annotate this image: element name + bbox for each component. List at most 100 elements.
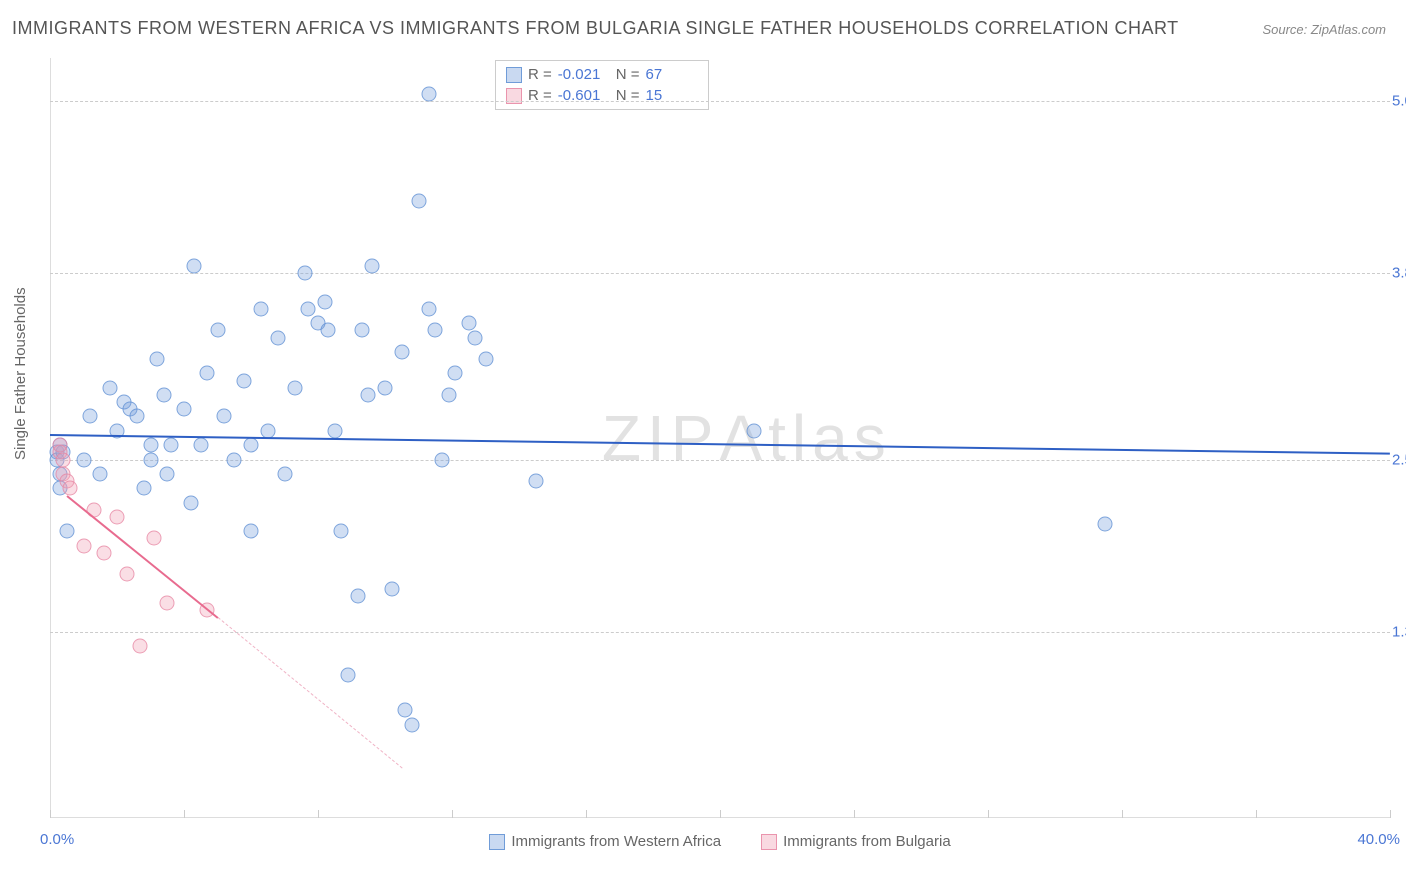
- data-point-blue: [200, 366, 215, 381]
- swatch-pink-icon: [761, 834, 777, 850]
- data-point-blue: [136, 481, 151, 496]
- data-point-blue: [448, 366, 463, 381]
- data-point-blue: [130, 409, 145, 424]
- data-point-blue: [244, 438, 259, 453]
- x-tick-mark: [1390, 810, 1391, 818]
- x-tick-mark: [50, 810, 51, 818]
- data-point-blue: [434, 452, 449, 467]
- data-point-blue: [321, 323, 336, 338]
- watermark: ZIPAtlas: [602, 401, 892, 475]
- data-point-blue: [361, 387, 376, 402]
- x-tick-mark: [854, 810, 855, 818]
- gridline-h: [50, 632, 1390, 633]
- x-tick-mark: [720, 810, 721, 818]
- gridline-h: [50, 101, 1390, 102]
- data-point-pink: [56, 452, 71, 467]
- data-point-blue: [421, 86, 436, 101]
- data-point-blue: [143, 438, 158, 453]
- data-point-blue: [528, 474, 543, 489]
- gridline-h: [50, 460, 1390, 461]
- y-axis-label: Single Father Households: [12, 287, 29, 460]
- data-point-blue: [341, 667, 356, 682]
- x-tick-mark: [586, 810, 587, 818]
- data-point-blue: [143, 452, 158, 467]
- legend-label-pink: Immigrants from Bulgaria: [783, 833, 951, 850]
- data-point-pink: [110, 509, 125, 524]
- chart-title: IMMIGRANTS FROM WESTERN AFRICA VS IMMIGR…: [12, 18, 1179, 39]
- data-point-pink: [133, 638, 148, 653]
- data-point-blue: [354, 323, 369, 338]
- data-point-blue: [461, 316, 476, 331]
- data-point-blue: [378, 380, 393, 395]
- data-point-blue: [76, 452, 91, 467]
- legend-series: Immigrants from Western Africa Immigrant…: [50, 833, 1390, 850]
- data-point-blue: [287, 380, 302, 395]
- data-point-blue: [297, 266, 312, 281]
- n-label: N =: [616, 66, 640, 83]
- data-point-blue: [59, 524, 74, 539]
- data-point-blue: [351, 588, 366, 603]
- data-point-blue: [103, 380, 118, 395]
- data-point-blue: [1098, 517, 1113, 532]
- data-point-blue: [156, 387, 171, 402]
- data-point-blue: [411, 194, 426, 209]
- swatch-blue-icon: [489, 834, 505, 850]
- x-tick-mark: [988, 810, 989, 818]
- data-point-blue: [334, 524, 349, 539]
- legend-correlation-box: R = -0.021 N = 67 R = -0.601 N = 15: [495, 60, 709, 110]
- data-point-blue: [327, 423, 342, 438]
- n-value-blue: 67: [646, 66, 698, 83]
- y-tick-label: 5.0%: [1392, 93, 1406, 110]
- legend-row-blue: R = -0.021 N = 67: [506, 64, 698, 85]
- y-tick-label: 2.5%: [1392, 451, 1406, 468]
- data-point-blue: [237, 373, 252, 388]
- data-point-blue: [244, 524, 259, 539]
- data-point-blue: [364, 258, 379, 273]
- data-point-blue: [394, 344, 409, 359]
- swatch-blue-icon: [506, 67, 522, 83]
- data-point-blue: [441, 387, 456, 402]
- data-point-pink: [76, 538, 91, 553]
- data-point-pink: [146, 531, 161, 546]
- data-point-blue: [428, 323, 443, 338]
- x-tick-mark: [318, 810, 319, 818]
- data-point-blue: [227, 452, 242, 467]
- data-point-pink: [63, 481, 78, 496]
- data-point-blue: [478, 352, 493, 367]
- legend-item-blue: Immigrants from Western Africa: [489, 833, 721, 850]
- y-tick-label: 1.3%: [1392, 623, 1406, 640]
- r-value-blue: -0.021: [558, 66, 610, 83]
- legend-label-blue: Immigrants from Western Africa: [511, 833, 721, 850]
- legend-item-pink: Immigrants from Bulgaria: [761, 833, 951, 850]
- r-label: R =: [528, 66, 552, 83]
- x-tick-mark: [1256, 810, 1257, 818]
- data-point-blue: [163, 438, 178, 453]
- data-point-blue: [746, 423, 761, 438]
- trendline-pink-extrapolated: [217, 617, 402, 768]
- x-tick-mark: [1122, 810, 1123, 818]
- trendline-pink: [66, 496, 218, 619]
- data-point-blue: [270, 330, 285, 345]
- x-tick-mark: [452, 810, 453, 818]
- data-point-blue: [398, 703, 413, 718]
- data-point-blue: [277, 466, 292, 481]
- y-axis-line: [50, 58, 51, 818]
- data-point-blue: [183, 495, 198, 510]
- data-point-blue: [193, 438, 208, 453]
- data-point-pink: [160, 595, 175, 610]
- data-point-blue: [160, 466, 175, 481]
- data-point-blue: [177, 402, 192, 417]
- data-point-blue: [421, 301, 436, 316]
- data-point-blue: [150, 352, 165, 367]
- data-point-blue: [384, 581, 399, 596]
- data-point-pink: [120, 567, 135, 582]
- data-point-blue: [83, 409, 98, 424]
- data-point-pink: [96, 545, 111, 560]
- x-tick-mark: [184, 810, 185, 818]
- data-point-blue: [300, 301, 315, 316]
- data-point-blue: [468, 330, 483, 345]
- legend-row-pink: R = -0.601 N = 15: [506, 85, 698, 106]
- source-label: Source: ZipAtlas.com: [1262, 22, 1386, 37]
- gridline-h: [50, 273, 1390, 274]
- data-point-blue: [404, 717, 419, 732]
